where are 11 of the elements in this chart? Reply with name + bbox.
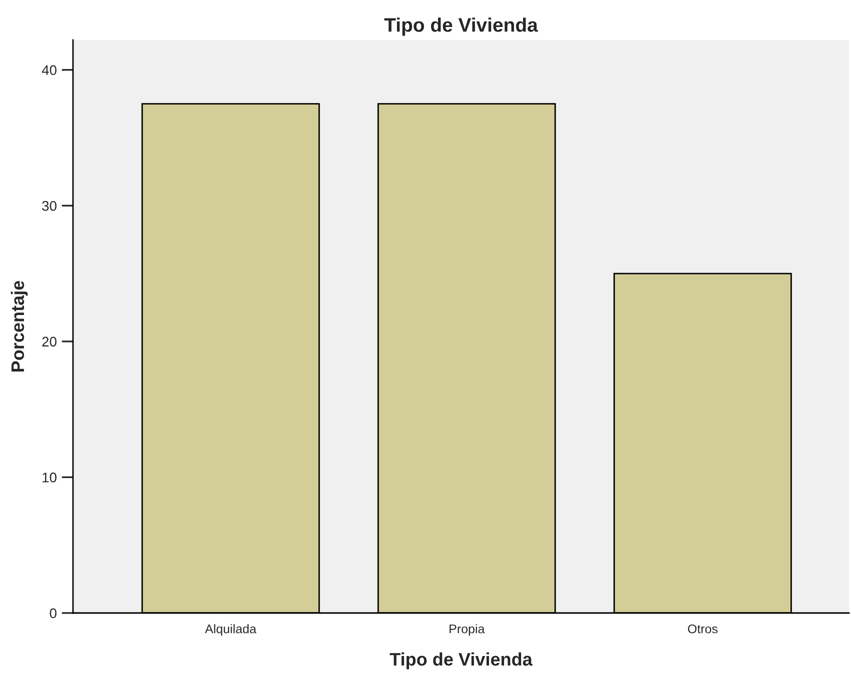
y-tick-label: 20 [42,336,56,347]
chart-title: Tipo de Vivienda [384,18,538,36]
y-tick-label: 30 [42,200,56,211]
y-tick-label: 40 [42,65,56,76]
x-tick-label: Otros [688,624,718,634]
x-tick-label: Alquilada [204,624,256,636]
y-tick-label: 0 [50,608,56,618]
y-tick-label: 10 [42,472,56,482]
x-axis-title: Tipo de Vivienda [390,652,533,670]
y-axis-title: Porcentaje [10,280,28,372]
x-tick-label: Propia [450,624,485,636]
